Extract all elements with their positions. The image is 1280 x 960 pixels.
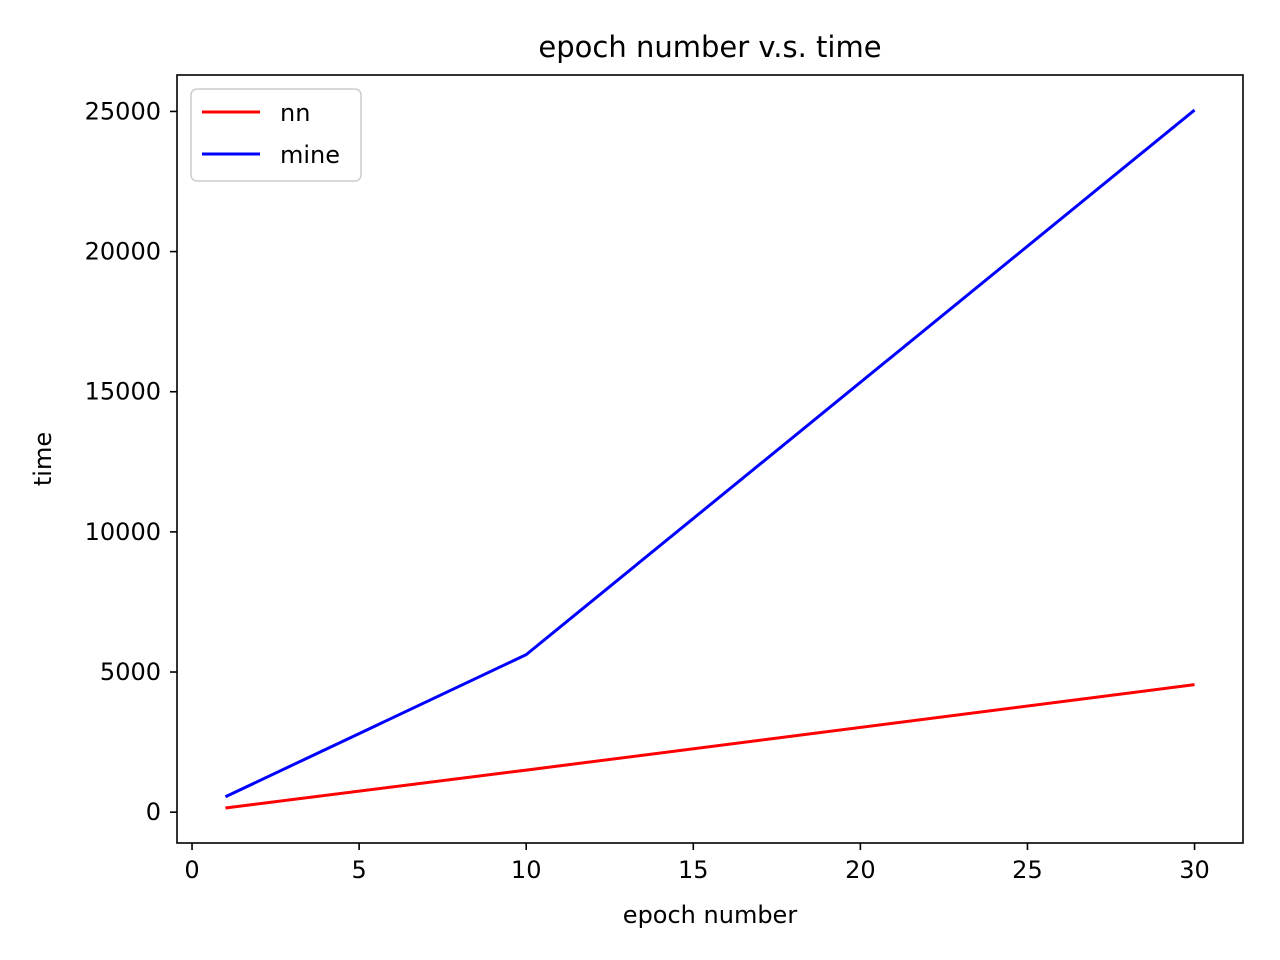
x-tick-label: 5 — [351, 856, 366, 884]
chart-title: epoch number v.s. time — [538, 30, 881, 64]
legend: nn mine — [190, 88, 362, 182]
plot-frame — [176, 74, 1244, 844]
x-tick-label: 0 — [184, 856, 199, 884]
y-axis-ticks: 0 5000 10000 15000 20000 25000 — [85, 97, 177, 826]
y-tick-label: 15000 — [85, 378, 161, 406]
x-tick-label: 30 — [1179, 856, 1210, 884]
legend-label-mine: mine — [280, 141, 340, 169]
series-line-nn — [225, 683, 1195, 810]
x-tick-label: 20 — [845, 856, 876, 884]
series-line-mine — [224, 108, 1196, 799]
y-tick-label: 25000 — [85, 97, 161, 125]
legend-label-nn: nn — [280, 99, 310, 127]
x-tick-label: 15 — [678, 856, 709, 884]
y-tick-label: 20000 — [85, 238, 161, 266]
y-tick-label: 10000 — [85, 518, 161, 546]
x-tick-label: 25 — [1012, 856, 1043, 884]
y-axis-label: time — [29, 432, 57, 486]
x-tick-label: 10 — [511, 856, 542, 884]
series-layer — [224, 108, 1196, 810]
x-axis-label: epoch number — [623, 901, 798, 929]
y-tick-label: 0 — [146, 798, 161, 826]
plot-area — [177, 75, 1243, 843]
x-axis-ticks: 0 5 10 15 20 25 30 — [184, 843, 1210, 884]
y-tick-label: 5000 — [100, 658, 161, 686]
